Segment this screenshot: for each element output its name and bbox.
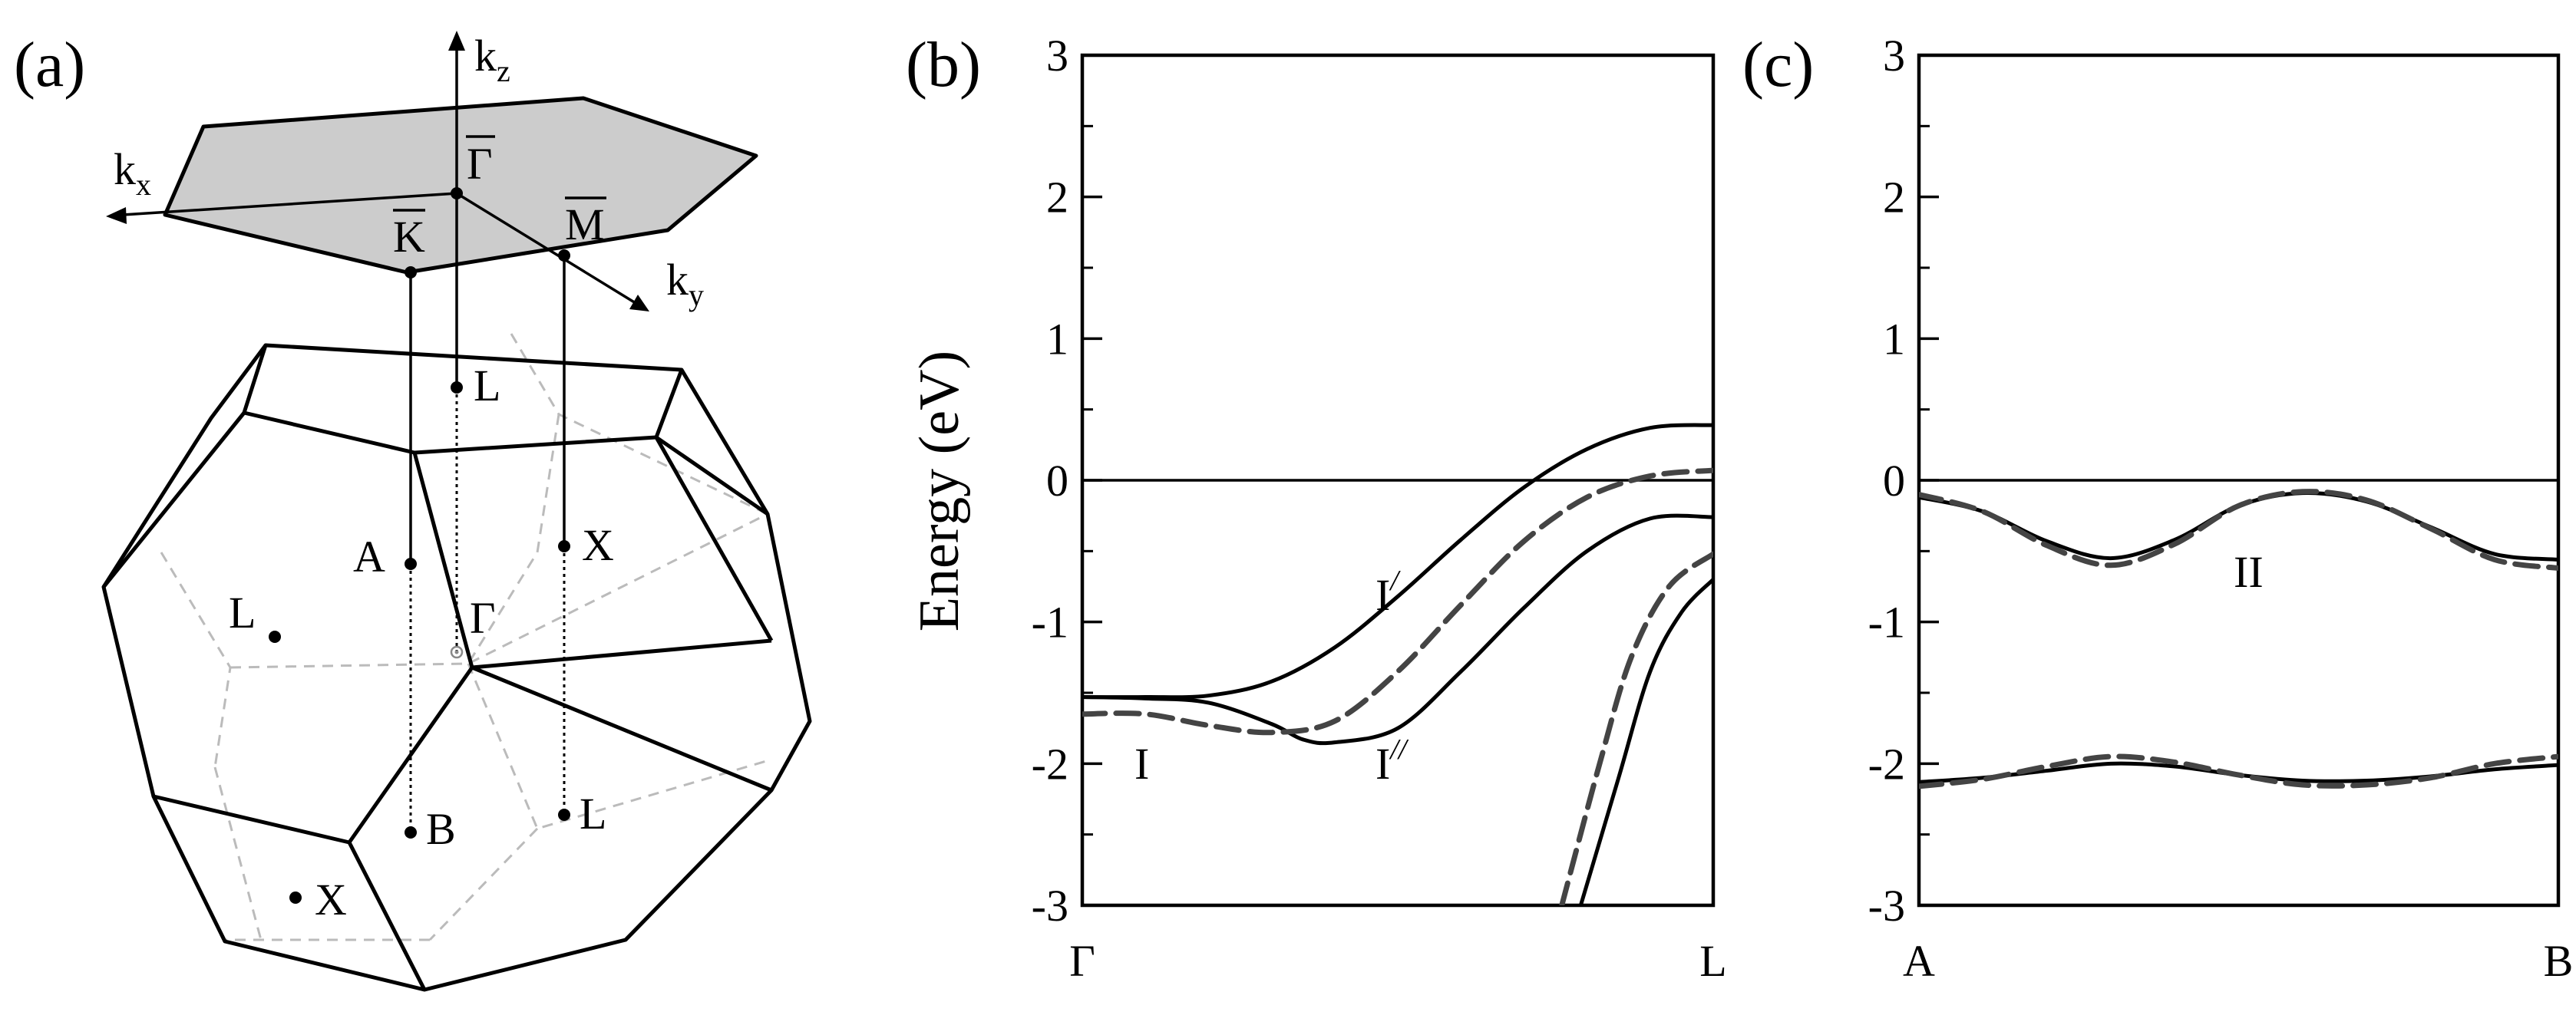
gamma-bar-point (451, 187, 463, 199)
y-axis-label: Energy (eV) (908, 351, 971, 631)
gamma-label: Γ (470, 593, 496, 643)
panel-a: (a) kz (14, 29, 812, 992)
kz-axis-label: kz (474, 31, 510, 88)
b-ytick-label: 2 (1046, 173, 1068, 222)
l-point-left (269, 631, 281, 643)
c-xtick-label-start: A (1903, 936, 1935, 986)
m-bar-point (558, 249, 570, 262)
b-band-label-1: I/ (1376, 565, 1401, 620)
bulk-points: L A X L Γ B L X (229, 361, 614, 924)
b-band-label-0: I (1134, 739, 1149, 789)
b-series-3-solid (1578, 577, 1713, 905)
c-band-label-0: II (2234, 547, 2264, 597)
c-ytick-label: 1 (1883, 314, 1905, 364)
c-series-3-dashed (1919, 753, 2558, 789)
surface-points: Γ K M (393, 135, 606, 278)
b-ytick-label: -2 (1032, 739, 1068, 789)
l-label-top: L (474, 361, 500, 410)
x-point-bottom (289, 892, 302, 904)
k-bar-label: K (393, 212, 425, 262)
k-bar-point (405, 266, 417, 278)
c-ytick-label: 2 (1883, 173, 1905, 222)
l-point-top (451, 381, 463, 394)
b-point (405, 826, 417, 839)
panel-b-label: (b) (906, 29, 981, 101)
panel-a-label: (a) (14, 29, 85, 101)
c-xtick-label-end: B (2544, 936, 2574, 986)
chart-c: 3 2 1 0 -1 -2 -3A B II (1868, 31, 2574, 986)
kx-axis: kx (106, 144, 457, 224)
projection-lines (409, 193, 566, 832)
bz-hidden-edges (160, 333, 772, 941)
b-series-0-solid (1082, 513, 1713, 746)
c-ytick-label: -2 (1868, 739, 1905, 789)
x-label-right: X (582, 520, 614, 570)
x-point-right (558, 540, 570, 552)
a-label: A (353, 532, 385, 582)
b-ytick-label: -3 (1032, 881, 1068, 931)
c-ytick-label: -3 (1868, 881, 1905, 931)
a-point (405, 558, 417, 570)
panel-b: (b) Energy (eV) 3 2 1 0 -1 -2 -3Γ L I I/I// (906, 29, 1727, 986)
l-label-bottom: L (580, 789, 606, 839)
b-label: B (426, 804, 456, 854)
b-ytick-label: 0 (1046, 456, 1068, 506)
m-bar-label: M (565, 199, 605, 249)
c-ytick-label: -1 (1868, 598, 1905, 648)
ky-axis: ky (456, 192, 704, 312)
kx-axis-label: kx (114, 144, 151, 202)
b-xtick-label-end: L (1699, 936, 1726, 986)
b-ytick-label: 1 (1046, 314, 1068, 364)
c-ytick-label: 3 (1883, 31, 1905, 81)
l-label-left: L (229, 588, 256, 638)
b-band-label-2: I// (1376, 733, 1409, 789)
bz-visible-edges (101, 343, 812, 992)
b-series-1-solid (1082, 423, 1713, 700)
panel-c: (c) 3 2 1 0 -1 -2 -3A B II (1742, 29, 2573, 986)
gamma-point (450, 645, 464, 659)
b-xtick-label-start: Γ (1069, 936, 1095, 986)
c-series-1-dashed (1919, 489, 2558, 571)
chart-b: 3 2 1 0 -1 -2 -3Γ L I I/I// (1032, 31, 1727, 986)
panel-c-label: (c) (1742, 29, 1814, 101)
c-ytick-label: 0 (1883, 456, 1905, 506)
kz-axis: kz (448, 31, 510, 193)
b-series-4-dashed (1559, 551, 1713, 905)
gamma-bar-label: Γ (467, 139, 493, 189)
b-series-2-dashed (1082, 467, 1713, 736)
b-ytick-label: -1 (1032, 598, 1068, 648)
b-ytick-label: 3 (1046, 31, 1068, 81)
ky-axis-label: ky (666, 255, 704, 312)
surface-bz-hexagon (163, 96, 758, 275)
x-label-bottom: X (315, 875, 347, 924)
l-point-bottom (558, 809, 570, 821)
